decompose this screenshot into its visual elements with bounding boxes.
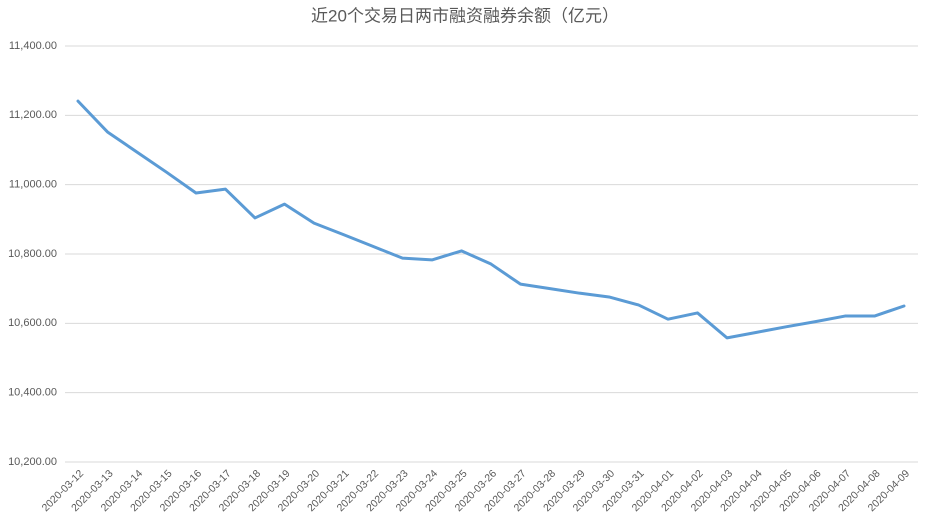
y-tick-label: 10,400.00 <box>8 387 57 399</box>
data-line <box>76 99 906 340</box>
y-tick-label: 11,400.00 <box>9 40 57 52</box>
y-tick-label: 10,800.00 <box>8 248 57 260</box>
y-tick-label: 11,000.00 <box>9 179 57 191</box>
y-tick-label: 10,200.00 <box>8 456 57 468</box>
chart-title: 近20个交易日两市融资融券余额（亿元） <box>311 6 619 25</box>
y-tick-label: 11,200.00 <box>9 109 57 121</box>
y-tick-label: 10,600.00 <box>8 317 57 329</box>
